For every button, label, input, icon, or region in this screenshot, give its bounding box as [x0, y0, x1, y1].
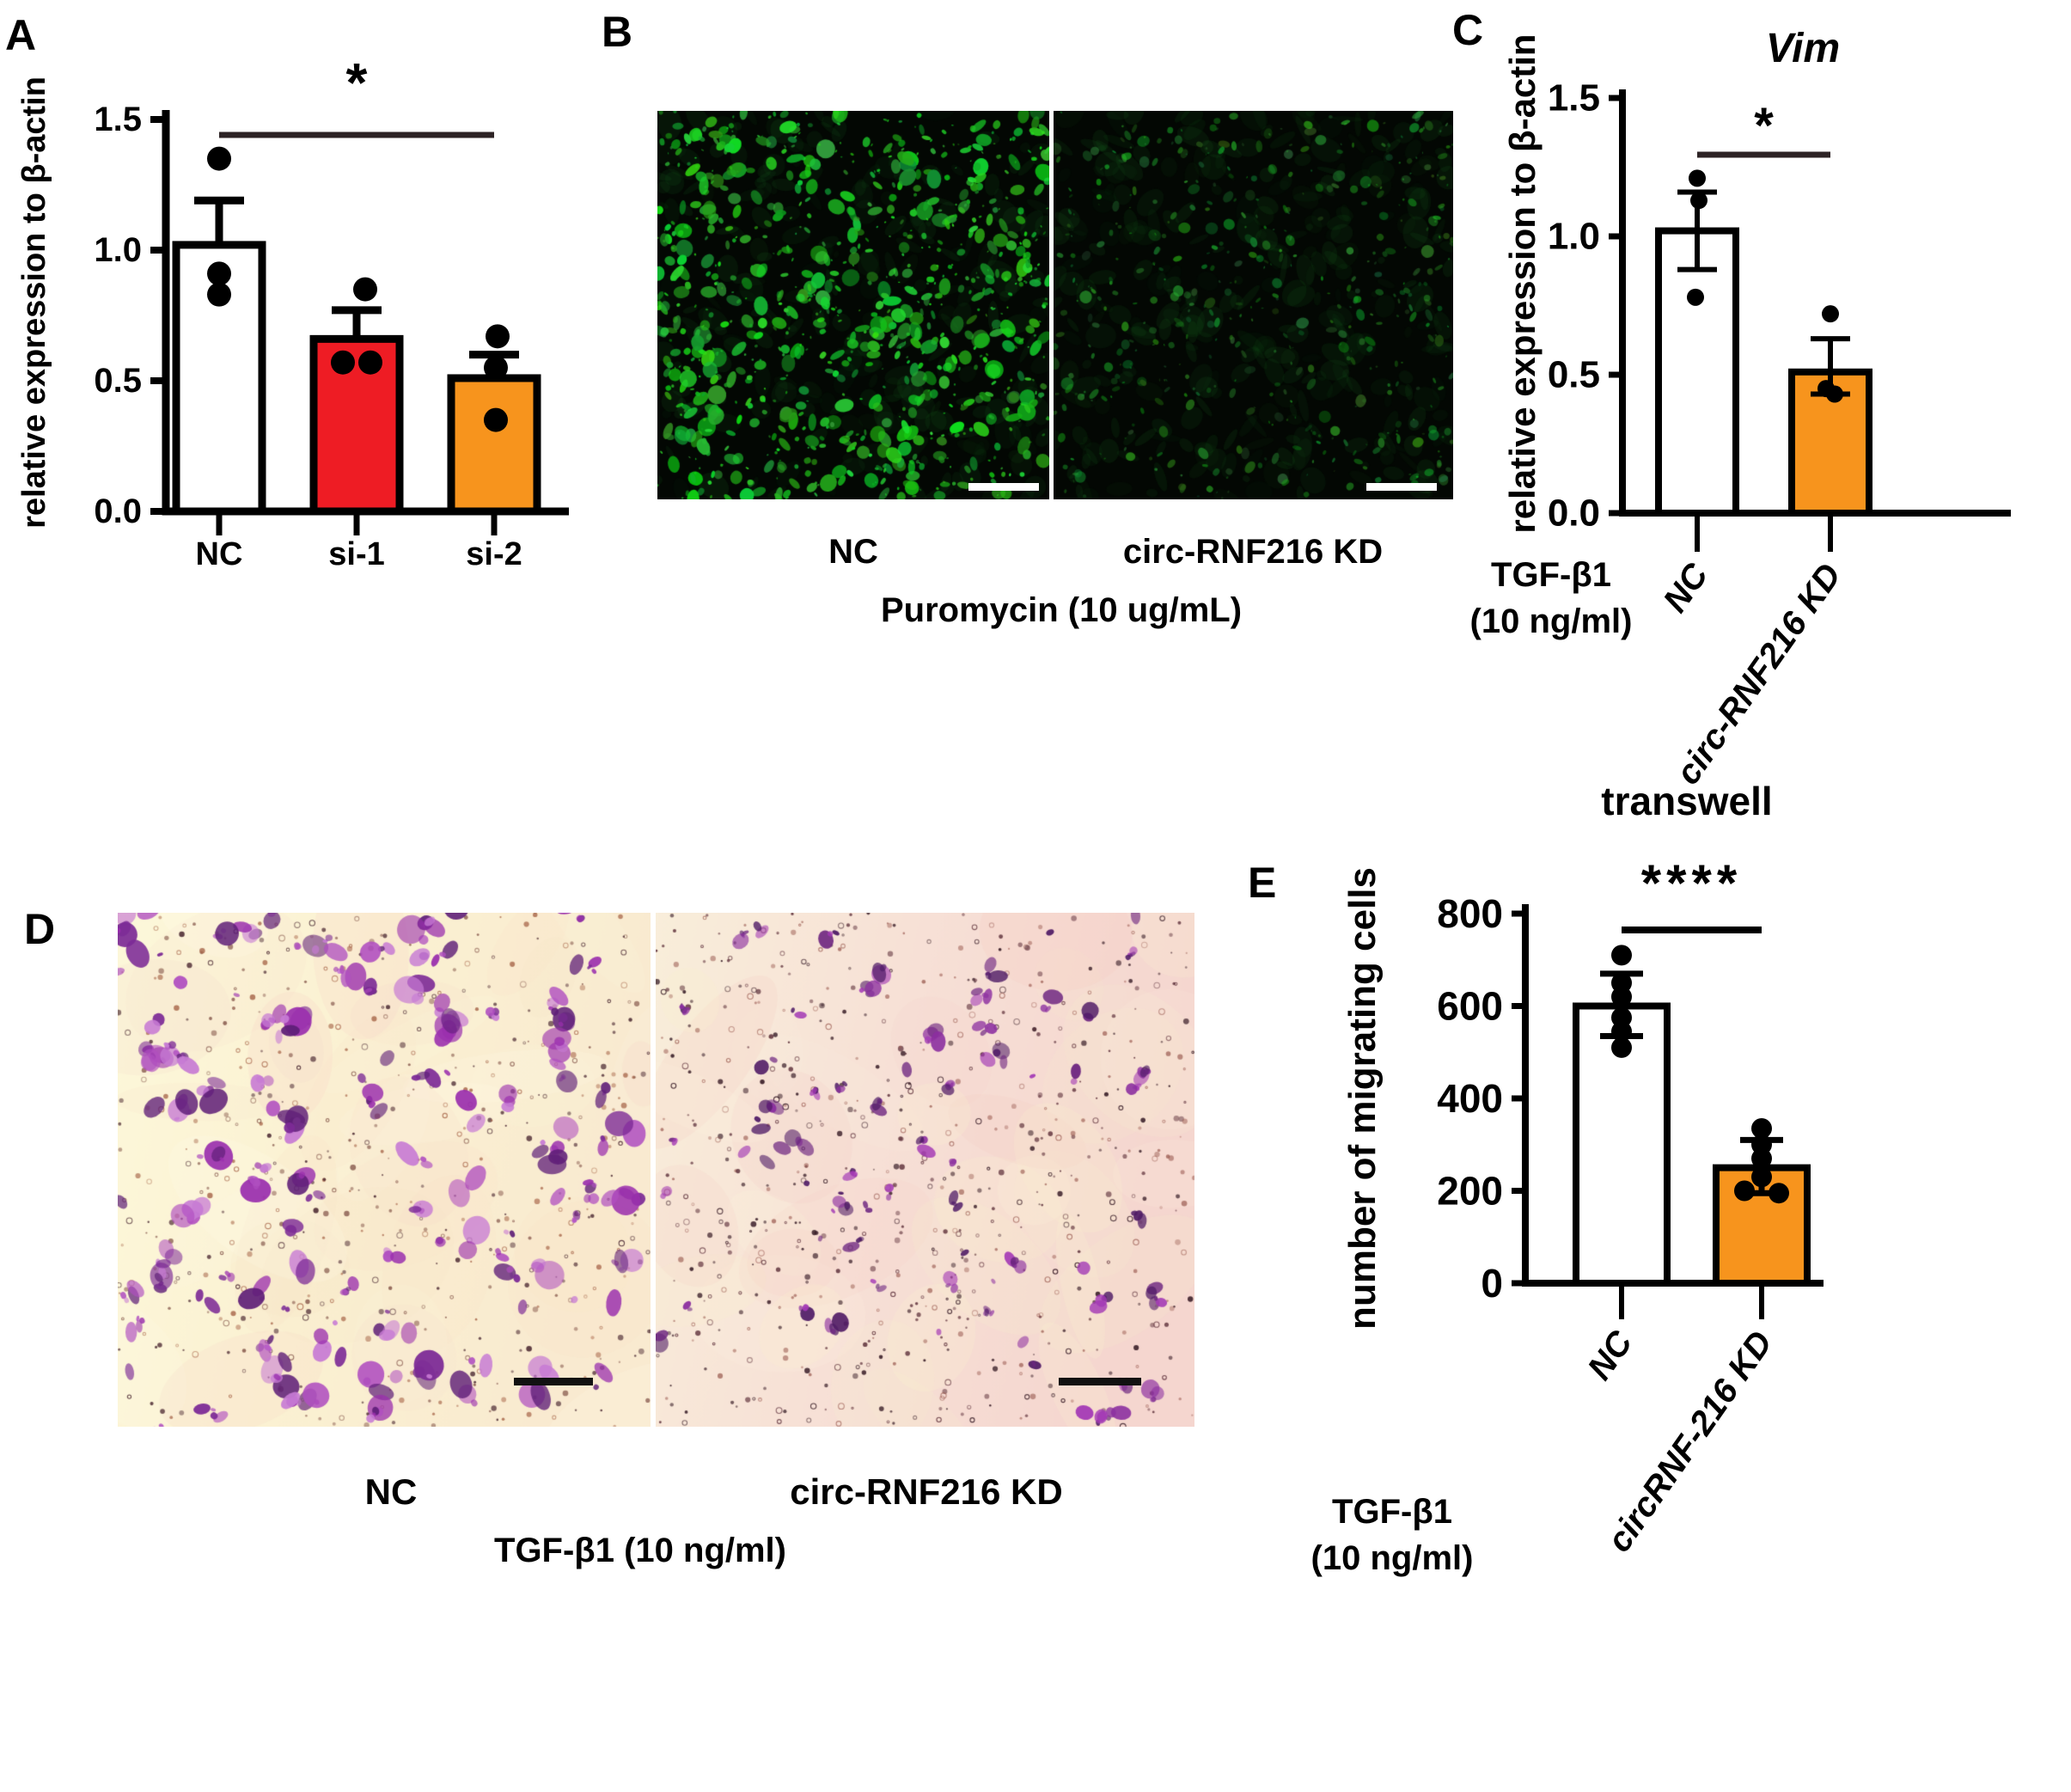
data-point — [484, 355, 508, 380]
panel-e-letter: E — [1248, 859, 1277, 907]
panel-c-letter: C — [1452, 6, 1484, 54]
y-tick-label: 0.5 — [94, 362, 142, 400]
y-tick-label: 1.5 — [94, 101, 142, 138]
x-category-label: si-2 — [466, 536, 522, 572]
data-point — [1611, 945, 1632, 966]
panel-c-bar-chart: 0.0 0.5 1.0 1.5 * Vim relative expression to β… — [1502, 26, 2011, 792]
scale-bar — [1059, 1378, 1141, 1385]
y-axis-title: number of migrating cells — [1341, 867, 1384, 1330]
panel-e-treatment-line1: TGF-β1 — [1332, 1493, 1452, 1531]
chart-title: transwell — [1601, 779, 1772, 823]
data-point — [1611, 1021, 1632, 1043]
y-axis-title: relative expression to β-actin — [1502, 34, 1543, 533]
panel-b-label-nc: NC — [828, 533, 878, 571]
panel-e-bar-chart: 0 200 400 600 800 **** transwell number of migr… — [1341, 779, 1824, 1559]
data-point — [1734, 1180, 1755, 1202]
data-point — [486, 324, 510, 349]
panel-a-bar-chart: 0.0 0.5 1.0 1.5 * relative expression to β-ac… — [16, 52, 569, 572]
panel-d-caption: TGF-β1 (10 ng/ml) — [494, 1532, 786, 1569]
significance-stars: * — [346, 52, 368, 113]
bar — [447, 374, 541, 516]
scale-bar — [514, 1378, 593, 1385]
bar — [1655, 227, 1739, 517]
chart-title: Vim — [1766, 26, 1840, 71]
fluorescence-image-nc — [657, 111, 1049, 499]
significance-stars: * — [1754, 98, 1774, 154]
panel-b-letter: B — [602, 8, 633, 56]
fluorescence-image-kd — [1054, 111, 1453, 499]
scale-bar — [1366, 483, 1437, 491]
data-point — [484, 407, 508, 432]
data-point — [331, 350, 355, 375]
x-category-label: si-1 — [328, 536, 384, 572]
y-axis-title: relative expression to β-actin — [16, 76, 52, 529]
y-tick-label: 0.0 — [1548, 492, 1600, 535]
data-point — [1822, 305, 1839, 323]
panel-c-treatment-label: TGF-β1 (10 ng/ml) — [1452, 552, 1650, 645]
x-category-label: NC — [1580, 1324, 1640, 1386]
panel-d-label-kd: circ-RNF216 KD — [790, 1471, 1063, 1512]
data-point — [207, 282, 231, 307]
x-category-label: NC — [1656, 556, 1716, 619]
data-point — [353, 277, 377, 302]
data-point — [1826, 385, 1843, 403]
y-tick-label: 0.5 — [1548, 354, 1600, 396]
panel-a-letter: A — [5, 11, 37, 59]
panel-b-label-kd: circ-RNF216 KD — [1122, 533, 1384, 571]
panel-b-caption: Puromycin (10 ug/mL) — [880, 591, 1243, 629]
data-point — [1751, 1166, 1772, 1188]
y-tick-label: 800 — [1437, 891, 1503, 936]
data-point — [1690, 192, 1708, 210]
data-point — [1611, 1037, 1632, 1058]
y-tick-label: 200 — [1437, 1169, 1503, 1214]
data-point — [207, 261, 231, 286]
y-tick-label: 1.0 — [94, 231, 142, 269]
data-point — [1611, 986, 1632, 1007]
panel-c-treatment-line2: (10 ng/ml) — [1469, 602, 1633, 640]
data-point — [1689, 169, 1706, 187]
panel-d-letter: D — [24, 905, 56, 953]
y-tick-label: 0.0 — [94, 492, 142, 530]
significance-stars: **** — [1641, 854, 1742, 912]
transwell-image-kd — [656, 913, 1194, 1427]
y-tick-label: 400 — [1437, 1076, 1503, 1121]
data-point — [1769, 1183, 1789, 1204]
scale-bar — [968, 483, 1039, 491]
data-point — [1751, 1117, 1772, 1139]
panel-e-treatment-line2: (10 ng/ml) — [1310, 1539, 1474, 1577]
panel-e-treatment-label: TGF-β1 (10 ng/ml) — [1280, 1489, 1504, 1581]
y-tick-label: 1.0 — [1548, 216, 1600, 258]
data-point — [1687, 288, 1704, 306]
data-point — [358, 350, 382, 375]
y-tick-label: 0 — [1481, 1261, 1503, 1306]
y-tick-label: 1.5 — [1548, 77, 1600, 119]
panel-d-label-nc: NC — [364, 1471, 418, 1512]
data-point — [207, 146, 231, 171]
bar — [309, 334, 404, 516]
panel-c-treatment-line1: TGF-β1 — [1491, 556, 1611, 594]
transwell-image-nc — [118, 913, 651, 1427]
y-tick-label: 600 — [1437, 984, 1503, 1029]
data-point — [1751, 1147, 1772, 1169]
x-category-label: NC — [196, 536, 243, 572]
